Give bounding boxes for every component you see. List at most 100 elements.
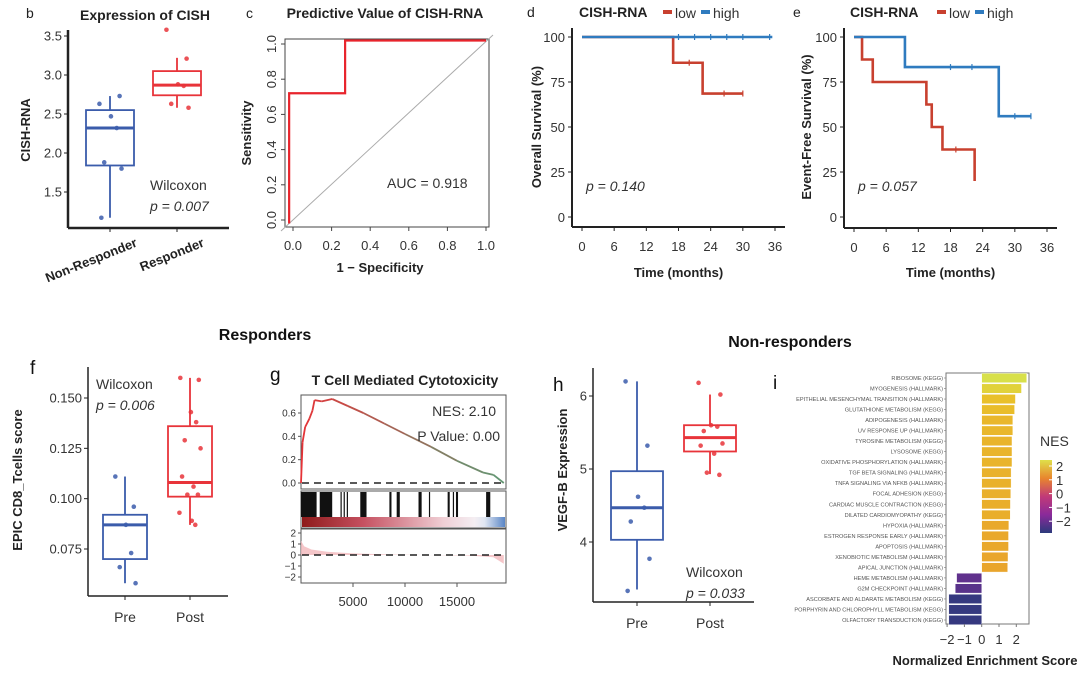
- hit-bar: [447, 492, 450, 517]
- nes-label: NES: 2.10: [432, 403, 496, 419]
- pathway-label: LYSOSOME (KEGG): [891, 450, 944, 456]
- pathway-label: OLFACTORY TRANSDUCTION (KEGG): [842, 618, 943, 624]
- x-tick-label: 36: [1040, 240, 1054, 255]
- chart-title: Predictive Value of CISH-RNA: [287, 5, 484, 21]
- nes-bar: [981, 383, 1022, 394]
- x-tick-label: 0: [850, 240, 857, 255]
- hit-bar: [319, 492, 333, 517]
- data-point: [625, 588, 630, 594]
- hit-bar: [455, 492, 459, 517]
- p-value-label: p = 0.007: [149, 198, 210, 214]
- running-es-segment: [314, 399, 322, 403]
- x-tick-label: 12: [639, 239, 653, 254]
- box-1: [167, 375, 213, 528]
- y-tick-label: 0.125: [49, 441, 82, 456]
- panel-letter: g: [270, 365, 281, 386]
- y-tick-label: 3.0: [44, 68, 62, 83]
- data-point: [198, 446, 203, 451]
- p-value-label: p = 0.140: [585, 178, 645, 194]
- data-point: [168, 101, 174, 107]
- running-es-segment: [304, 418, 311, 428]
- hit-bar: [389, 492, 392, 517]
- es-y-tick-label: 0.0: [282, 479, 296, 490]
- data-point: [175, 82, 181, 87]
- hit-bar: [452, 492, 455, 517]
- data-point: [192, 522, 198, 528]
- data-point: [179, 474, 185, 479]
- nes-bar: [981, 499, 1011, 510]
- metric-y-tick-label: −2: [285, 573, 297, 584]
- pathway-label: TGF BETA SIGNALING (HALLMARK): [849, 471, 943, 477]
- x-tick-label: 24: [703, 239, 717, 254]
- nes-bar: [981, 467, 1012, 478]
- y-axis-label: Overall Survival (%): [529, 66, 544, 188]
- x-tick-label: 12: [911, 240, 925, 255]
- box-1: [152, 27, 202, 111]
- x-tick-label: 15000: [439, 594, 475, 609]
- x-category-label: Responder: [138, 235, 207, 274]
- non-responders-header: Non-responders: [728, 334, 852, 351]
- y-tick-label: 1.5: [44, 185, 62, 200]
- legend-title: NES: [1040, 433, 1069, 449]
- x-tick-label: 18: [943, 240, 957, 255]
- metric-y-tick-label: −1: [285, 562, 297, 573]
- y-axis-label: Event-Free Survival (%): [799, 54, 814, 199]
- metric-y-tick-label: 1: [290, 540, 296, 551]
- data-point: [99, 215, 104, 221]
- pathway-label: OXIDATIVE PHOSPHORYLATION (HALLMARK): [821, 460, 943, 466]
- pathway-label: TNFA SIGNALING VIA NFKB (HALLMARK): [835, 481, 943, 487]
- data-point: [188, 409, 194, 415]
- y-tick-label: 25: [551, 165, 565, 180]
- running-es-segment: [347, 405, 364, 414]
- data-point: [128, 550, 134, 556]
- legend-title: CISH-RNA: [850, 4, 918, 20]
- data-point: [647, 556, 652, 562]
- data-point: [114, 125, 120, 131]
- y-tick-label: 0.4: [264, 141, 279, 159]
- nes-bar: [981, 488, 1011, 499]
- data-point: [195, 492, 201, 497]
- data-point: [184, 56, 189, 61]
- y-axis-label: EPIC CD8_Tcells score: [10, 409, 25, 550]
- running-es-segment: [331, 398, 349, 407]
- pathway-label: EPITHELIAL MESENCHYMAL TRANSITION (HALLM…: [796, 397, 943, 403]
- legend-swatch-high: [975, 10, 984, 14]
- data-point: [191, 484, 196, 489]
- running-es-segment: [482, 471, 494, 476]
- hit-bar: [360, 492, 367, 517]
- y-tick-label: 2.5: [44, 107, 62, 122]
- running-es-segment: [383, 422, 406, 435]
- pathway-label: ADIPOGENESIS (HALLMARK): [865, 418, 943, 424]
- colorbar-tick-label: 2: [1056, 459, 1063, 474]
- nes-bar: [981, 478, 1012, 489]
- hit-bar: [428, 492, 431, 517]
- x-tick-label: 0.2: [323, 238, 341, 253]
- es-y-tick-label: 0.4: [282, 432, 296, 443]
- nes-bar: [981, 520, 1010, 531]
- data-point: [181, 83, 187, 89]
- metric-y-tick-label: 2: [290, 529, 296, 540]
- hit-bar: [343, 492, 345, 517]
- x-tick-label: 6: [611, 239, 618, 254]
- x-tick-label: 36: [768, 239, 782, 254]
- y-tick-label: 0.6: [264, 105, 279, 123]
- x-category-label: Post: [696, 615, 724, 631]
- km-curve-low: [854, 35, 976, 181]
- x-tick-label: 1: [995, 632, 1002, 647]
- data-point: [696, 380, 701, 386]
- legend-label-low: low: [675, 5, 697, 21]
- nes-bar: [955, 583, 982, 594]
- x-tick-label: 30: [1008, 240, 1022, 255]
- nes-bar: [981, 530, 1009, 541]
- data-point: [193, 419, 199, 425]
- data-point: [108, 114, 114, 119]
- data-point: [123, 522, 129, 528]
- y-tick-label: 100: [815, 30, 837, 45]
- plot-frame: [284, 38, 490, 228]
- legend-label-high: high: [987, 5, 1013, 21]
- wilcoxon-label: Wilcoxon: [686, 564, 743, 580]
- legend-label-high: high: [713, 5, 739, 21]
- data-point: [189, 518, 195, 524]
- legend-swatch-low: [663, 10, 672, 14]
- y-tick-label: 0.150: [49, 391, 82, 406]
